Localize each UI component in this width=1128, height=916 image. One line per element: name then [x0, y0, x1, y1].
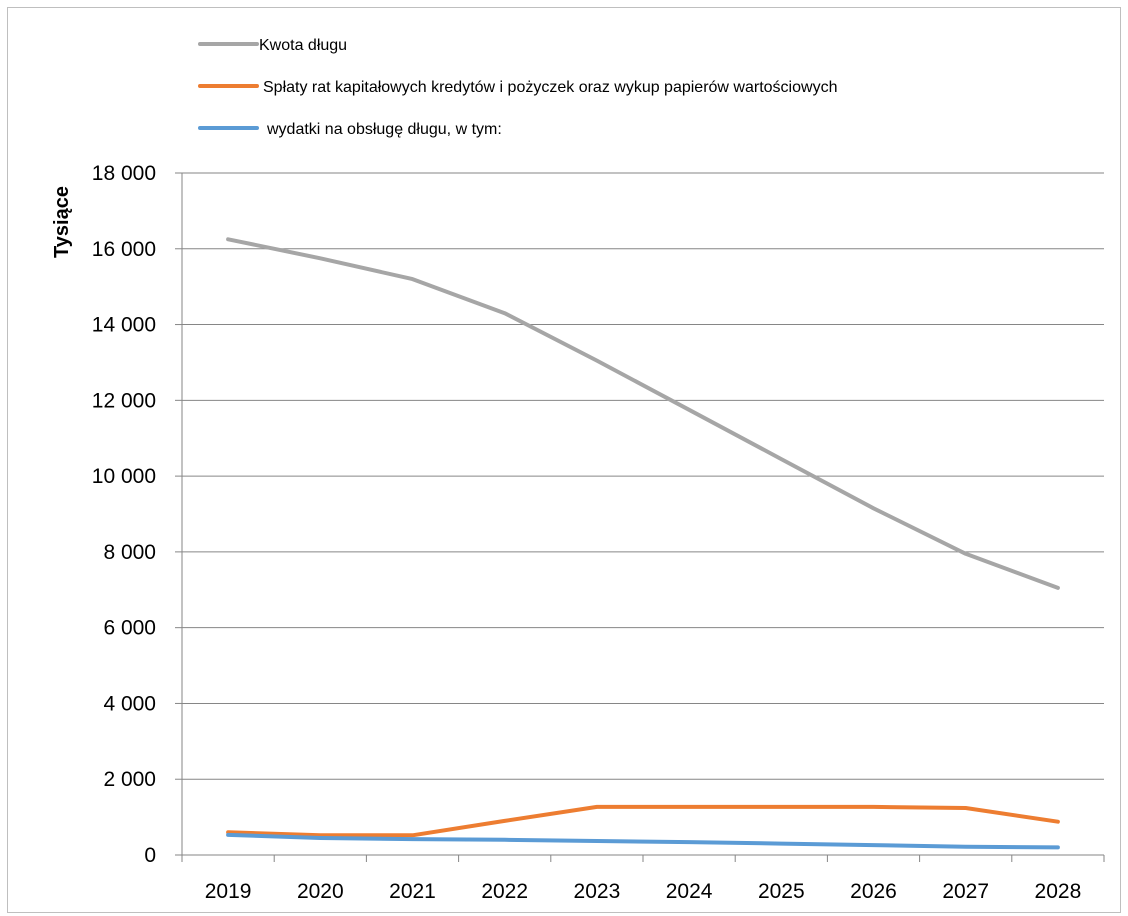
x-tick-label: 2019	[205, 880, 252, 903]
x-tick-label: 2028	[1035, 880, 1082, 903]
y-axis-title: Tysiące	[51, 186, 73, 258]
x-tick-label: 2020	[297, 880, 344, 903]
chart-border	[7, 7, 1121, 913]
grid-lines	[182, 172, 1104, 780]
series-lines	[226, 237, 1060, 850]
y-tick-label: 18 000	[92, 162, 156, 185]
x-tick-label: 2027	[942, 880, 989, 903]
series-line-3	[226, 832, 1060, 850]
y-tick-label: 10 000	[92, 465, 156, 488]
x-tick-labels: 2019 2020 2021 2022 2023 2024 2025 2026 2027 2028	[205, 880, 1082, 903]
series-line-1	[226, 237, 1060, 590]
x-tick-label: 2021	[389, 880, 436, 903]
y-tick-label: 6 000	[103, 617, 156, 640]
y-tick-labels: 0 2 000 4 000 6 000 8 000 10 000 12 000 14 000 1…	[92, 162, 156, 867]
legend-label-2: Spłaty rat kapitałowych kredytów i pożyc…	[263, 79, 837, 96]
x-tick-label: 2023	[574, 880, 621, 903]
y-tick-label: 14 000	[92, 314, 156, 337]
x-tick-label: 2025	[758, 880, 805, 903]
y-tick-label: 0	[144, 844, 156, 867]
x-tick-label: 2022	[481, 880, 528, 903]
y-tick-label: 16 000	[92, 238, 156, 261]
x-tick-label: 2024	[666, 880, 713, 903]
axes	[175, 172, 1105, 862]
y-tick-label: 4 000	[103, 692, 156, 715]
legend-label-1: Kwota długu	[259, 37, 347, 54]
y-tick-label: 8 000	[103, 541, 156, 564]
y-tick-label: 12 000	[92, 389, 156, 412]
legend: Kwota długu Spłaty rat kapitałowych kredy…	[198, 37, 837, 138]
legend-label-3: wydatki na obsługę długu, w tym:	[266, 121, 502, 138]
x-tick-label: 2026	[850, 880, 897, 903]
series-line-2	[226, 804, 1060, 838]
y-tick-label: 2 000	[103, 768, 156, 791]
